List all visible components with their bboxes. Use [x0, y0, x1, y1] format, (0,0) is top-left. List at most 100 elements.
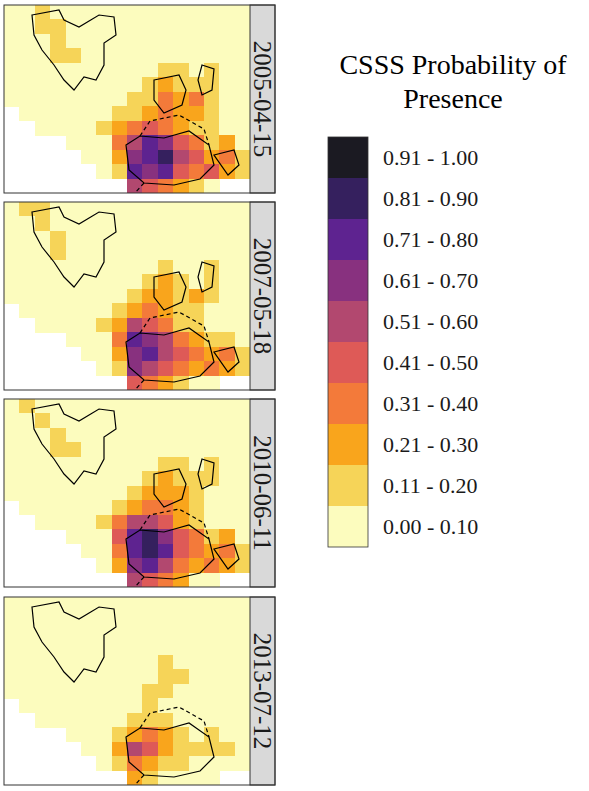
- cell: [235, 332, 251, 347]
- cell: [204, 611, 220, 626]
- cell: [127, 669, 143, 684]
- cell: [66, 529, 82, 544]
- cell: [235, 698, 251, 713]
- cell: [66, 515, 82, 530]
- cell: [96, 413, 112, 428]
- cell: [235, 597, 251, 612]
- cell: [158, 442, 174, 457]
- cell: [81, 727, 97, 742]
- cell: [158, 202, 174, 217]
- cell: [158, 5, 174, 20]
- cell: [4, 48, 20, 63]
- cell: [19, 486, 35, 501]
- cell: [81, 231, 97, 246]
- cell: [235, 260, 251, 275]
- cell: [112, 318, 128, 333]
- cell: [142, 558, 158, 573]
- cell: [189, 684, 205, 699]
- cell: [96, 135, 112, 150]
- area-outline-dashed: [140, 312, 209, 342]
- cell: [158, 77, 174, 92]
- cell: [142, 260, 158, 275]
- cell: [204, 63, 220, 78]
- cell: [19, 289, 35, 304]
- cell: [19, 77, 35, 92]
- legend-label: 0.31 - 0.40: [383, 391, 478, 416]
- cell: [50, 19, 66, 34]
- cell: [4, 413, 20, 428]
- cell: [50, 640, 66, 655]
- cell: [112, 457, 128, 472]
- cell: [50, 34, 66, 49]
- cell: [189, 471, 205, 486]
- area-outline: [126, 525, 214, 579]
- cell: [112, 698, 128, 713]
- area-outline: [32, 404, 116, 484]
- cell: [4, 684, 20, 699]
- cell: [173, 756, 189, 771]
- cell: [112, 121, 128, 136]
- cell: [19, 303, 35, 318]
- cell: [173, 486, 189, 501]
- cell: [35, 684, 51, 699]
- cell: [204, 376, 220, 391]
- cell: [50, 626, 66, 641]
- cell: [219, 626, 235, 641]
- cell: [127, 558, 143, 573]
- cell: [35, 63, 51, 78]
- cell: [189, 274, 205, 289]
- cell: [81, 626, 97, 641]
- cell: [204, 289, 220, 304]
- cell: [50, 106, 66, 121]
- cell: [204, 684, 220, 699]
- cell: [127, 376, 143, 391]
- panel-border: [4, 597, 275, 785]
- cell: [235, 611, 251, 626]
- cell: [19, 428, 35, 443]
- cell: [158, 245, 174, 260]
- cell: [189, 413, 205, 428]
- cell: [112, 164, 128, 179]
- cell: [127, 92, 143, 107]
- cell: [50, 684, 66, 699]
- cell: [235, 428, 251, 443]
- cell: [158, 626, 174, 641]
- cell: [96, 669, 112, 684]
- cell: [81, 150, 97, 165]
- cell: [81, 260, 97, 275]
- cell: [19, 34, 35, 49]
- cell: [35, 303, 51, 318]
- area-outline: [198, 65, 214, 95]
- cell: [158, 347, 174, 362]
- cell: [35, 611, 51, 626]
- cell: [219, 303, 235, 318]
- cell: [173, 640, 189, 655]
- cell: [219, 413, 235, 428]
- cell: [235, 727, 251, 742]
- cell: [127, 684, 143, 699]
- cell: [4, 202, 20, 217]
- panel-border: [4, 202, 275, 390]
- cell: [81, 347, 97, 362]
- cell: [96, 164, 112, 179]
- cell: [81, 486, 97, 501]
- area-outline: [214, 347, 239, 372]
- area-outline: [198, 262, 214, 292]
- cell: [127, 573, 143, 588]
- cell: [204, 318, 220, 333]
- cell: [66, 106, 82, 121]
- cell: [35, 318, 51, 333]
- cell: [81, 34, 97, 49]
- cell: [204, 413, 220, 428]
- cell: [189, 544, 205, 559]
- cell: [142, 640, 158, 655]
- cell: [112, 515, 128, 530]
- cell: [173, 529, 189, 544]
- cell: [219, 106, 235, 121]
- cell: [81, 698, 97, 713]
- cell: [142, 361, 158, 376]
- cell: [35, 289, 51, 304]
- cell: [66, 48, 82, 63]
- cell: [235, 77, 251, 92]
- cell: [127, 274, 143, 289]
